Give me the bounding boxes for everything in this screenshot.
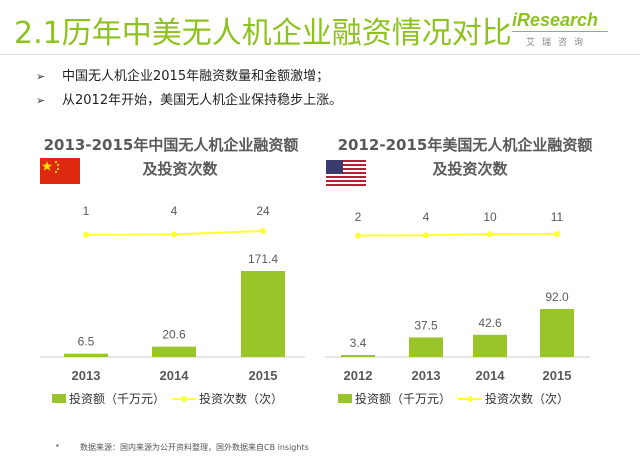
legend-line-marker [467, 396, 473, 402]
china-chart: 6.5 20.6 171.4 2013 2014 2015 1 4 24 [40, 204, 305, 383]
iresearch-logo: iResearch 艾瑞咨询 [512, 10, 612, 54]
bar-value-label: 42.6 [478, 316, 502, 330]
x-tick-label: 2012 [344, 368, 373, 383]
bar [152, 346, 196, 357]
bar-value-label: 20.6 [162, 328, 186, 342]
count-value-label: 11 [551, 210, 564, 224]
bullet-text: 中国无人机企业2015年融资数量和金额激增； [62, 69, 330, 84]
bar-value-label: 37.5 [414, 318, 438, 332]
usa-chart-title-line2: 及投资次数 [432, 160, 508, 178]
usa-legend: 投资额（千万元） 投资次数（次） [338, 391, 569, 406]
count-point [554, 231, 560, 237]
arrow-bullet-icon: ➢ [36, 70, 46, 83]
count-point [171, 231, 177, 238]
x-tick-label: 2014 [476, 368, 506, 383]
usa-chart: 3.4 37.5 42.6 92.0 2012 2013 2014 2015 2 4 10 11 [325, 210, 590, 383]
china-chart-title-line2: 及投资次数 [142, 160, 218, 178]
x-tick-label: 2014 [160, 368, 190, 383]
legend-bar-swatch [52, 394, 66, 403]
source-footnote: 数据来源：国内来源为公开资料整理，国外数据来自CB insights [80, 443, 309, 452]
legend-bar-swatch [338, 394, 352, 403]
legend-line-label: 投资次数（次） [199, 391, 283, 406]
page-title: 2.1历年中美无人机企业融资情况对比 [14, 16, 512, 51]
x-tick-label: 2013 [412, 368, 441, 383]
bar [473, 334, 507, 357]
count-value-label: 4 [423, 210, 430, 224]
count-value-label: 24 [256, 204, 270, 218]
legend-line-label: 投资次数（次） [485, 391, 569, 406]
logo-wordmark: iResearch [512, 10, 599, 30]
bar-value-label: 6.5 [78, 335, 95, 349]
china-legend: 投资额（千万元） 投资次数（次） [52, 391, 283, 406]
china-chart-title-line1: 2013-2015年中国无人机企业融资额 [43, 136, 299, 154]
arrow-bullet-icon: ➢ [36, 94, 46, 107]
bar [341, 355, 375, 357]
x-tick-label: 2015 [543, 368, 572, 383]
x-tick-label: 2013 [72, 368, 101, 383]
logo-divider [512, 31, 608, 32]
legend-line-marker [181, 396, 187, 402]
count-point [260, 228, 266, 234]
usa-flag-icon [326, 160, 366, 186]
bar [409, 337, 443, 357]
count-value-label: 4 [171, 204, 178, 218]
count-point [355, 232, 361, 239]
bar-value-label: 92.0 [545, 290, 569, 304]
bar-value-label: 171.4 [248, 252, 278, 266]
legend-bar-label: 投资额（千万元） [69, 391, 165, 406]
count-point [487, 231, 493, 238]
usa-chart-title-line1: 2012-2015年美国无人机企业融资额 [337, 136, 593, 154]
china-flag-icon [40, 158, 80, 184]
header-divider [0, 54, 640, 55]
x-tick-label: 2015 [249, 368, 278, 383]
count-point [83, 231, 89, 238]
footnote-bullet-icon: ▪ [56, 441, 59, 450]
count-value-label: 1 [83, 204, 90, 218]
count-value-label: 10 [483, 210, 497, 224]
count-value-label: 2 [355, 210, 362, 224]
bar-value-label: 3.4 [350, 336, 367, 350]
bar [540, 309, 574, 357]
legend-bar-label: 投资额（千万元） [355, 391, 451, 406]
bullet-text: 从2012年开始，美国无人机企业保持稳步上涨。 [62, 93, 343, 108]
bar [64, 353, 108, 357]
logo-subtitle: 艾瑞咨询 [526, 38, 591, 48]
count-point [423, 232, 429, 239]
count-line [357, 233, 558, 237]
bar [241, 271, 285, 357]
